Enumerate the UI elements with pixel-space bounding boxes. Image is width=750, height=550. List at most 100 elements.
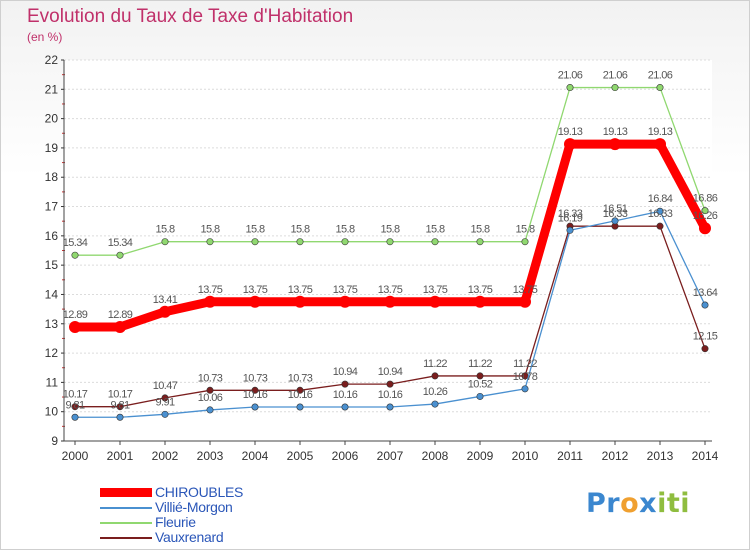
data-label: 19.13 xyxy=(603,126,628,138)
data-point xyxy=(656,222,664,230)
data-label: 10.52 xyxy=(468,378,493,390)
data-point xyxy=(251,403,259,411)
data-label: 21.06 xyxy=(603,70,628,82)
data-label: 10.16 xyxy=(243,389,268,401)
y-tick-label: 22 xyxy=(45,53,59,67)
data-point xyxy=(611,84,619,92)
data-point xyxy=(161,410,169,418)
data-label: 16.86 xyxy=(693,193,718,205)
data-label: 15.8 xyxy=(200,224,219,236)
x-tick-label: 2013 xyxy=(647,449,674,463)
data-point xyxy=(476,372,484,380)
data-label: 15.8 xyxy=(245,224,264,236)
data-point xyxy=(341,238,349,246)
data-label: 16.19 xyxy=(558,212,583,224)
data-point xyxy=(116,403,124,411)
legend-swatch xyxy=(100,521,152,524)
data-label: 19.13 xyxy=(648,126,673,138)
data-label: 16.33 xyxy=(603,208,628,220)
plot-area xyxy=(64,60,712,441)
y-tick-label: 15 xyxy=(45,258,59,272)
logo-part: o xyxy=(620,488,640,519)
data-label: 16.51 xyxy=(603,203,628,215)
x-tick-label: 2004 xyxy=(242,449,269,463)
data-label: 13.75 xyxy=(333,284,358,296)
x-tick-label: 2003 xyxy=(197,449,224,463)
data-point xyxy=(701,345,709,353)
data-point xyxy=(521,385,529,393)
data-label: 21.06 xyxy=(558,70,583,82)
data-label: 16.26 xyxy=(693,210,718,222)
data-label: 15.8 xyxy=(425,224,444,236)
data-label: 15.8 xyxy=(335,224,354,236)
y-tick-label: 19 xyxy=(45,141,59,155)
data-point xyxy=(384,295,396,308)
y-tick-label: 18 xyxy=(45,170,59,184)
data-point xyxy=(69,320,81,333)
data-point xyxy=(296,403,304,411)
data-point xyxy=(564,138,576,151)
y-tick-label: 12 xyxy=(45,346,59,360)
data-point xyxy=(296,386,304,394)
data-point xyxy=(609,138,621,151)
data-point xyxy=(566,84,574,92)
data-point xyxy=(296,238,304,246)
x-tick-label: 2002 xyxy=(152,449,179,463)
x-tick-label: 2005 xyxy=(287,449,314,463)
x-tick-label: 2008 xyxy=(422,449,449,463)
data-point xyxy=(116,413,124,421)
legend-swatch xyxy=(100,488,152,497)
data-point xyxy=(71,403,79,411)
data-point xyxy=(339,295,351,308)
data-label: 11.22 xyxy=(513,358,537,370)
logo-part: i xyxy=(657,488,667,519)
data-label: 10.73 xyxy=(288,372,313,384)
data-point xyxy=(206,386,214,394)
data-point xyxy=(71,413,79,421)
data-point xyxy=(116,251,124,259)
data-label: 13.64 xyxy=(693,287,718,299)
legend-swatch xyxy=(100,506,152,509)
data-label: 10.16 xyxy=(333,389,358,401)
data-point xyxy=(476,392,484,400)
data-point xyxy=(206,406,214,414)
data-label: 10.16 xyxy=(378,389,403,401)
y-tick-label: 9 xyxy=(51,434,58,448)
data-label: 11.22 xyxy=(423,358,447,370)
data-point xyxy=(699,222,711,235)
x-tick-label: 2012 xyxy=(602,449,629,463)
x-tick-label: 2014 xyxy=(692,449,719,463)
data-label: 13.75 xyxy=(378,284,403,296)
data-point xyxy=(566,226,574,234)
data-label: 16.84 xyxy=(648,193,673,205)
data-label: 9.91 xyxy=(155,396,174,408)
data-label: 15.34 xyxy=(63,237,88,249)
data-label: 12.15 xyxy=(693,331,718,343)
data-point xyxy=(654,138,666,151)
data-label: 15.8 xyxy=(155,224,174,236)
y-tick-label: 11 xyxy=(46,375,59,389)
data-point xyxy=(656,207,664,215)
y-tick-label: 21 xyxy=(45,82,59,96)
data-label: 13.41 xyxy=(153,294,178,306)
x-tick-label: 2006 xyxy=(332,449,359,463)
data-label: 13.75 xyxy=(198,284,223,296)
legend-swatch xyxy=(100,536,152,539)
data-label: 10.94 xyxy=(333,366,358,378)
logo-part: ti xyxy=(666,488,691,519)
data-point xyxy=(701,301,709,309)
data-point xyxy=(251,238,259,246)
data-point xyxy=(294,295,306,308)
data-label: 10.73 xyxy=(243,372,268,384)
x-tick-label: 2000 xyxy=(62,449,89,463)
y-tick-label: 14 xyxy=(45,287,59,301)
data-point xyxy=(159,305,171,318)
legend-label: CHIROUBLES xyxy=(155,484,244,500)
data-label: 9.81 xyxy=(110,399,129,411)
data-label: 10.17 xyxy=(63,389,88,401)
data-label: 9.81 xyxy=(65,399,84,411)
data-label: 15.8 xyxy=(515,224,534,236)
data-point xyxy=(114,320,126,333)
x-tick-label: 2009 xyxy=(467,449,494,463)
